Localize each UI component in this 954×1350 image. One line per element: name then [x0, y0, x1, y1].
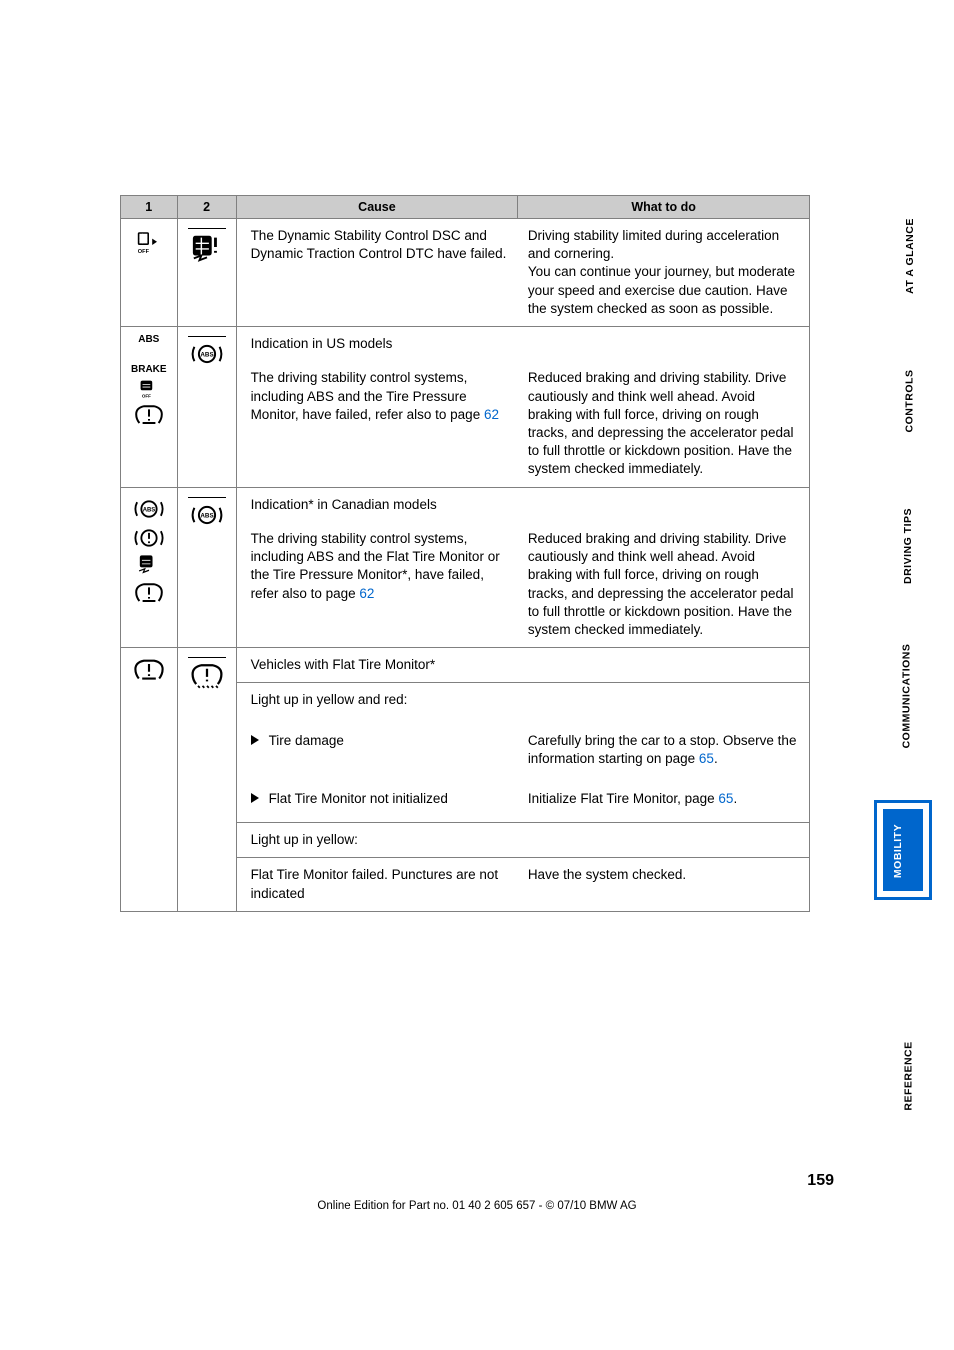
abs-circle-icon: ABS: [189, 501, 225, 529]
dsc-warning-icon: [188, 232, 226, 264]
tab-reference[interactable]: REFERENCE: [903, 1041, 915, 1110]
icon-col-2: [177, 219, 236, 327]
cause-cell: The driving stability control systems, i…: [236, 361, 518, 487]
asterisk: *: [430, 657, 435, 672]
page-link[interactable]: 65: [718, 791, 733, 806]
mobility-label: MOBILITY: [892, 824, 904, 878]
cause-cell: Flat Tire Monitor failed. Punctures are …: [236, 858, 518, 911]
svg-text:ABS: ABS: [200, 352, 213, 359]
icon-col-2: ABS: [177, 487, 236, 648]
action-cell: [518, 327, 810, 362]
action-cell: Reduced braking and driving stability. D…: [518, 361, 810, 487]
cause-cell: Tire damage: [236, 718, 518, 782]
tab-driving-tips[interactable]: DRIVING TIPS: [902, 508, 914, 584]
indication-us-text: Indication in US models: [247, 335, 508, 353]
tire-warning-icon: [132, 656, 166, 684]
action-text-b: .: [733, 791, 737, 806]
icon-col-2: ABS: [177, 327, 236, 488]
svg-text:OFF: OFF: [142, 394, 151, 399]
action-cell: [518, 487, 810, 522]
abs-circle-icon: ABS: [189, 340, 225, 368]
action-cell: Driving stability limited during acceler…: [518, 219, 810, 327]
action-text: Reduced braking and driving stability. D…: [528, 370, 794, 476]
icon-col-1: OFF: [121, 219, 178, 327]
tab-controls[interactable]: CONTROLS: [903, 370, 915, 433]
page-link[interactable]: 65: [699, 751, 714, 766]
svg-text:ABS: ABS: [200, 512, 213, 519]
bullet-icon: [251, 793, 259, 803]
page-number: 159: [807, 1172, 834, 1190]
action-cell: [518, 648, 810, 683]
dsc-off-icon: OFF: [133, 227, 165, 255]
action-text: Driving stability limited during acceler…: [528, 228, 795, 316]
tab-at-a-glance[interactable]: AT A GLANCE: [904, 218, 916, 294]
tab-mobility-active[interactable]: MOBILITY: [874, 800, 932, 900]
cause-cell: Flat Tire Monitor not initialized: [236, 782, 518, 823]
action-text-a: Initialize Flat Tire Monitor, page: [528, 791, 719, 806]
canadian-text: in Canadian models: [314, 497, 437, 512]
table-row: OFF The Dynamic Stability Control DSC an…: [121, 219, 810, 327]
sidebar-tabs: AT A GLANCE CONTROLS DRIVING TIPS COMMUN…: [884, 200, 924, 1080]
table-row: Vehicles with Flat Tire Monitor*: [121, 648, 810, 683]
table-row: ABS: [121, 487, 810, 522]
tire-warning-dashed-icon: [189, 661, 225, 691]
col-1-header: 1: [121, 196, 178, 219]
icon-col-1: ABS BRAKE OFF: [121, 327, 178, 488]
cause-cell: The Dynamic Stability Control DSC and Dy…: [236, 219, 518, 327]
cause-cell: Light up in yellow and red:: [236, 683, 518, 718]
tire-damage-text: Tire damage: [269, 733, 344, 748]
cause-intro-cell: Indication* in Canadian models: [236, 487, 518, 522]
car-off-icon: OFF: [133, 378, 165, 400]
warning-table-container: 1 2 Cause What to do OFF: [120, 195, 810, 912]
action-text: Reduced braking and driving stability. D…: [528, 531, 794, 637]
action-text-b: .: [714, 751, 718, 766]
abs-circle-icon: ABS: [132, 496, 166, 522]
action-cell: Carefully bring the car to a stop. Obser…: [518, 718, 810, 782]
footer-text: Online Edition for Part no. 01 40 2 605 …: [0, 1200, 954, 1212]
page-link[interactable]: 62: [359, 586, 374, 601]
action-cell: Have the system checked.: [518, 858, 810, 911]
tire-warning-icon: [133, 403, 165, 427]
indication-text: Indication: [251, 497, 309, 512]
cause-intro-cell: Indication in US models: [236, 327, 518, 362]
tab-communications[interactable]: COMMUNICATIONS: [900, 644, 912, 749]
cause-intro-cell: Vehicles with Flat Tire Monitor*: [236, 648, 518, 683]
light-yellow-text: Light up in yellow:: [247, 831, 508, 849]
icon-col-1: [121, 648, 178, 912]
brake-text-icon: BRAKE: [131, 365, 167, 375]
cause-cell: Light up in yellow:: [236, 823, 518, 858]
col-cause-header: Cause: [236, 196, 518, 219]
cause-cell: The driving stability control systems, i…: [236, 522, 518, 648]
abs-text-icon: ABS: [138, 335, 159, 345]
ftm-not-init-text: Flat Tire Monitor not initialized: [269, 791, 448, 806]
cause-text: The driving stability control systems, i…: [251, 370, 484, 421]
svg-text:OFF: OFF: [138, 249, 150, 255]
cause-text: The Dynamic Stability Control DSC and Dy…: [247, 227, 508, 263]
col-2-header: 2: [177, 196, 236, 219]
action-cell: [518, 683, 810, 718]
icon-col-2: [177, 648, 236, 912]
action-cell: Initialize Flat Tire Monitor, page 65.: [518, 782, 810, 823]
bullet-icon: [251, 735, 259, 745]
table-header-row: 1 2 Cause What to do: [121, 196, 810, 219]
action-cell: Reduced braking and driving stability. D…: [518, 522, 810, 648]
svg-text:ABS: ABS: [143, 507, 156, 513]
ftm-intro-text: Vehicles with Flat Tire Monitor: [251, 657, 430, 672]
action-cell: [518, 823, 810, 858]
page-link[interactable]: 62: [484, 407, 499, 422]
tire-warning-icon: [133, 581, 165, 605]
action-text: Have the system checked.: [528, 867, 686, 882]
ftm-failed-text: Flat Tire Monitor failed. Punctures are …: [247, 866, 508, 902]
light-yellow-red-text: Light up in yellow and red:: [247, 691, 508, 709]
brake-warning-circle-icon: [132, 525, 166, 551]
warning-table: 1 2 Cause What to do OFF: [120, 195, 810, 912]
table-row: ABS BRAKE OFF: [121, 327, 810, 362]
icon-col-1: ABS: [121, 487, 178, 648]
action-text-a: Carefully bring the car to a stop. Obser…: [528, 733, 797, 766]
col-action-header: What to do: [518, 196, 810, 219]
car-skid-icon: [133, 554, 165, 578]
